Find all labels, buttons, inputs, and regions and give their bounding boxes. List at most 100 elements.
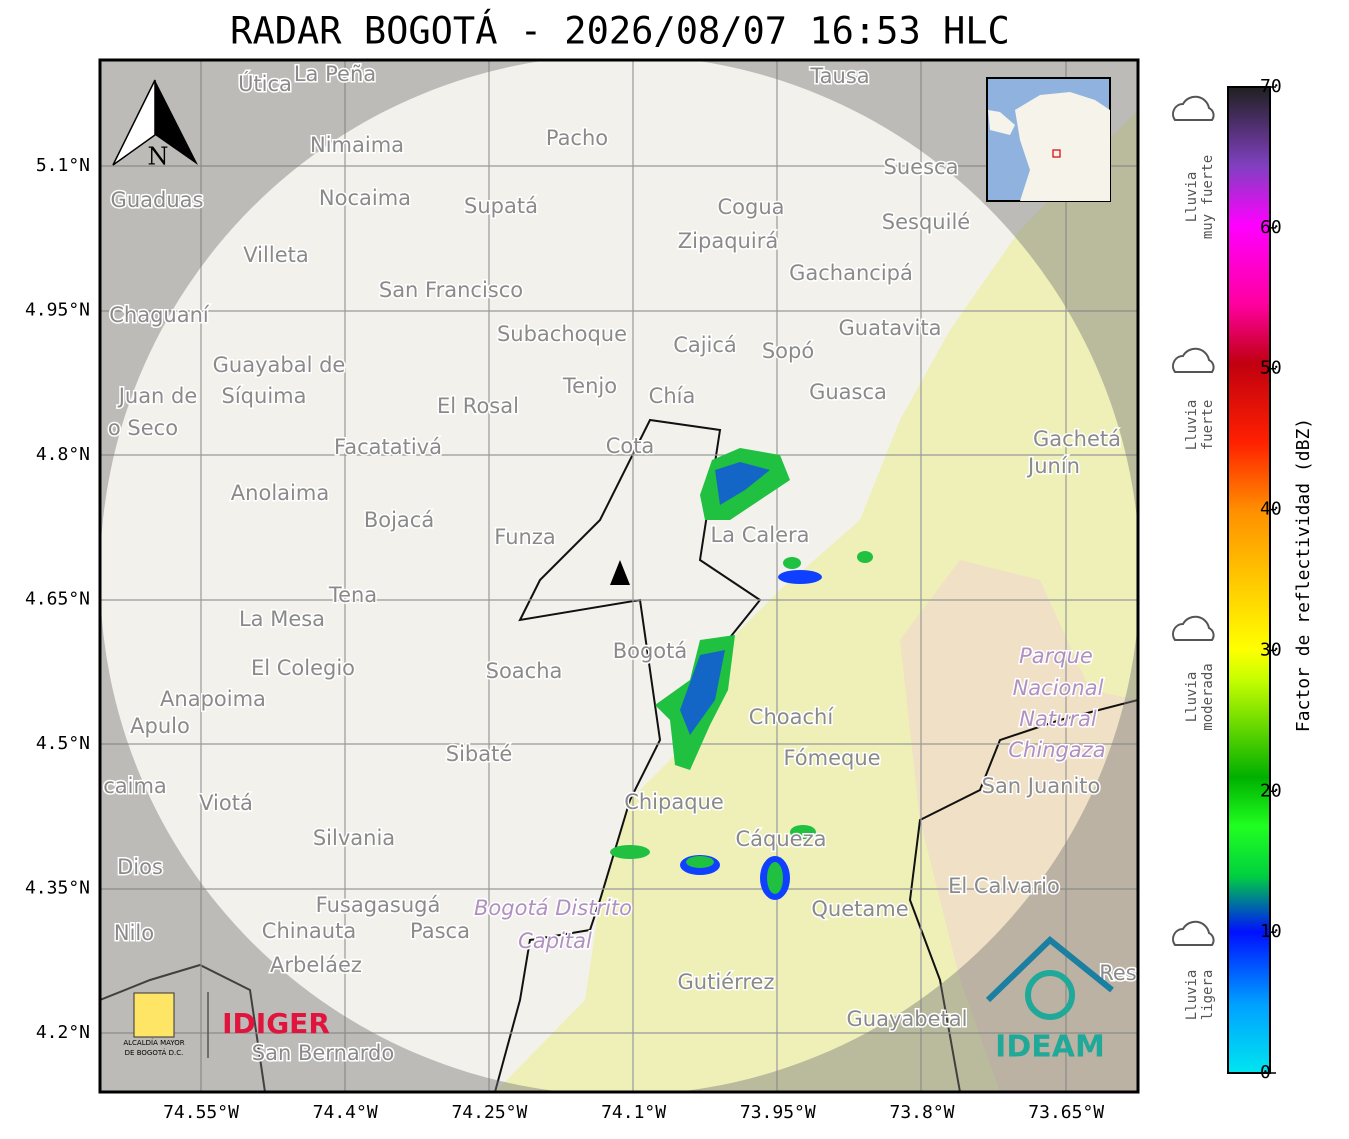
place-label: Cogua xyxy=(717,195,784,219)
place-label: Villeta xyxy=(243,243,308,267)
logos: ALCALDÍA MAYOR DE BOGOTÁ D.C. IDIGER IDE… xyxy=(123,936,1114,1065)
place-label: Sibaté xyxy=(446,742,513,766)
park xyxy=(900,560,1138,1092)
north-label: N xyxy=(148,143,169,171)
place-label: Nimaima xyxy=(310,133,404,157)
place-label: Pasca xyxy=(410,919,470,943)
place-label: Natural xyxy=(1019,707,1097,731)
lat-tick-label: 4.65°N xyxy=(25,589,90,610)
place-label: Síquima xyxy=(222,384,307,408)
inset-map xyxy=(986,77,1111,202)
rain-category-label: muy fuerte xyxy=(1200,155,1216,239)
place-label: La Calera xyxy=(710,523,809,547)
colorbar-tick-label: 10 xyxy=(1260,921,1282,942)
graticule xyxy=(100,60,1138,1092)
place-label: caima xyxy=(103,774,167,798)
place-label: Bojacá xyxy=(364,508,434,532)
place-label: Suesca xyxy=(884,155,959,179)
place-label: Gachancipá xyxy=(789,261,913,285)
lat-tick-label: 5.1°N xyxy=(36,155,90,176)
place-label: Viotá xyxy=(199,791,253,815)
rain-category-label: fuerte xyxy=(1200,400,1216,451)
place-label: Subachoque xyxy=(497,322,627,346)
lon-tick-label: 74.25°W xyxy=(451,1102,527,1123)
place-label: El Colegio xyxy=(251,656,355,680)
place-label: Anolaima xyxy=(231,481,329,505)
weather-icon xyxy=(1172,347,1215,373)
place-label: Capital xyxy=(518,929,592,953)
place-label: Nacional xyxy=(1013,676,1104,700)
rain-category-label: moderada xyxy=(1200,663,1216,730)
ideam-logo: IDEAM xyxy=(995,1030,1105,1065)
place-label: Pacho xyxy=(546,126,608,150)
weather-icon xyxy=(1172,95,1215,121)
lat-tick-label: 4.2°N xyxy=(36,1022,90,1043)
place-label: San Francisco xyxy=(379,278,523,302)
place-label: Cajicá xyxy=(673,333,737,357)
place-label: Fusagasugá xyxy=(316,893,441,917)
map-area: Útica La Peña Tausa Pacho Nimaima Guaduas Noca… xyxy=(100,60,1138,1092)
place-label: Bogotá xyxy=(613,639,688,663)
colorbar-tick-label: 60 xyxy=(1260,217,1282,238)
place-label: Choachí xyxy=(749,705,835,729)
colorbar-tick-label: 40 xyxy=(1260,499,1282,520)
colorbar-tick-label: 50 xyxy=(1260,358,1282,379)
colorbar-tick-label: 70 xyxy=(1260,76,1282,97)
place-label: Cáqueza xyxy=(736,827,827,851)
place-label: Chaguaní xyxy=(109,303,210,327)
place-label: Guatavita xyxy=(839,316,942,340)
place-label: Chía xyxy=(649,384,696,408)
radar-site xyxy=(610,560,630,585)
lat-tick-label: 4.5°N xyxy=(36,733,90,754)
place-label: Guayabal de xyxy=(213,353,346,377)
north-arrow: N xyxy=(112,79,198,171)
place-label: Funza xyxy=(494,525,555,549)
lon-tick-label: 73.8°W xyxy=(889,1102,954,1123)
lat-tick-label: 4.8°N xyxy=(36,444,90,465)
place-label: Dios xyxy=(117,855,163,879)
rain-category-label: Lluvia xyxy=(1184,672,1200,723)
rain-category-label: Lluvia xyxy=(1184,400,1200,451)
plot-frame xyxy=(98,58,1140,1094)
radar-echoes xyxy=(610,448,873,900)
place-label: Tausa xyxy=(809,64,869,88)
place-label: La Mesa xyxy=(239,607,325,631)
place-label: Apulo xyxy=(130,714,190,738)
place-label: Guaduas xyxy=(111,188,204,212)
place-label: Parque xyxy=(1019,644,1093,668)
rain-category-label: Lluvia xyxy=(1184,970,1200,1021)
place-label: Soacha xyxy=(486,659,563,683)
colorbar xyxy=(1227,86,1271,1074)
place-label: Gutiérrez xyxy=(678,970,775,994)
place-label: Guasca xyxy=(809,380,887,404)
coat-of-arms xyxy=(133,992,175,1038)
lon-tick-label: 73.65°W xyxy=(1028,1102,1104,1123)
place-label: El Rosal xyxy=(437,394,519,418)
lon-tick-label: 74.1°W xyxy=(601,1102,666,1123)
place-label: Cota xyxy=(606,434,655,458)
place-label: Chingaza xyxy=(1008,738,1105,762)
border xyxy=(908,699,1138,1092)
place-label: Facatativá xyxy=(334,435,442,459)
place-label: Nocaima xyxy=(319,186,411,210)
lon-tick-label: 73.95°W xyxy=(740,1102,816,1123)
place-label: Sopó xyxy=(762,339,814,363)
colorbar-tick-label: 20 xyxy=(1260,780,1282,801)
title: RADAR BOGOTÁ - 2026/08/07 16:53 HLC xyxy=(230,9,1010,53)
place-label: Junín xyxy=(1026,454,1080,478)
place-label: Juan de xyxy=(117,384,198,408)
lon-tick-label: 74.55°W xyxy=(163,1102,239,1123)
place-label: La Peña xyxy=(294,62,376,86)
place-label: Sesquilé xyxy=(882,210,970,234)
place-label: Quetame xyxy=(811,897,908,921)
colorbar-tick-label: 30 xyxy=(1260,639,1282,660)
place-label: Chipaque xyxy=(624,790,724,814)
place-label: Tenjo xyxy=(562,374,617,398)
rain-category-label: ligera xyxy=(1200,970,1216,1021)
colorbar-tick-label: 0 xyxy=(1260,1062,1271,1083)
place-label: Fómeque xyxy=(783,746,880,770)
place-label: o Seco xyxy=(108,416,178,440)
place-label: Tena xyxy=(328,583,377,607)
place-label: Nilo xyxy=(114,921,154,945)
